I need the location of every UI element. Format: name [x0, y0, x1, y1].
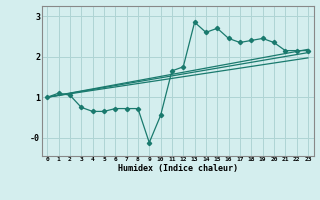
X-axis label: Humidex (Indice chaleur): Humidex (Indice chaleur): [118, 164, 237, 173]
